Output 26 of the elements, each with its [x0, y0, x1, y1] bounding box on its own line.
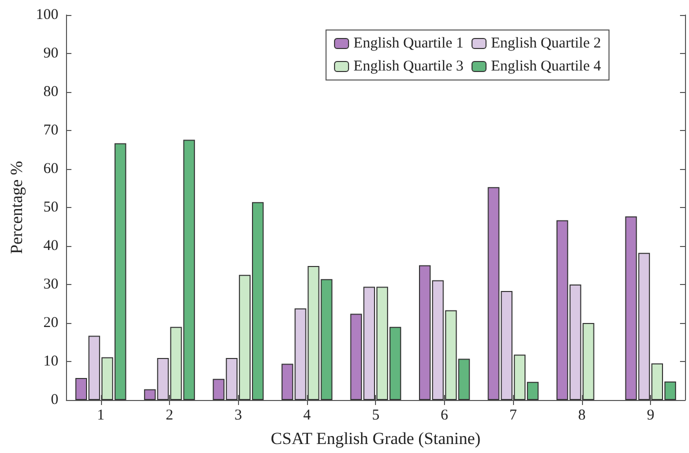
- y-tick-label: 10: [43, 354, 58, 370]
- x-tick-label: 6: [440, 408, 449, 424]
- y-tick-label: 20: [43, 315, 58, 331]
- y-tick-label: 60: [43, 161, 58, 177]
- y-tick-label: 100: [36, 7, 58, 23]
- y-tick-label: 70: [43, 122, 58, 138]
- legend-label: English Quartile 1: [354, 36, 464, 52]
- legend-label: English Quartile 2: [491, 36, 602, 52]
- legend-label: English Quartile 3: [354, 58, 464, 74]
- x-tick-label: 3: [234, 408, 242, 424]
- y-axis-title: Percentage %: [7, 161, 26, 254]
- x-tick-label: 1: [97, 408, 105, 424]
- x-axis-title: CSAT English Grade (Stanine): [270, 429, 481, 448]
- x-tick-label: 4: [303, 408, 312, 424]
- x-tick-label: 7: [509, 408, 518, 424]
- y-tick-label: 50: [43, 200, 58, 216]
- y-tick-label: 30: [43, 276, 58, 292]
- x-tick-label: 9: [646, 408, 654, 424]
- x-tick-label: 2: [166, 408, 174, 424]
- x-tick-label: 8: [578, 408, 586, 424]
- y-tick-label: 40: [43, 238, 58, 254]
- legend-label: English Quartile 4: [491, 58, 602, 74]
- y-tick-label: 80: [43, 84, 58, 100]
- x-tick-label: 5: [372, 408, 380, 424]
- y-tick-label: 0: [50, 392, 58, 408]
- y-tick-label: 90: [43, 46, 58, 62]
